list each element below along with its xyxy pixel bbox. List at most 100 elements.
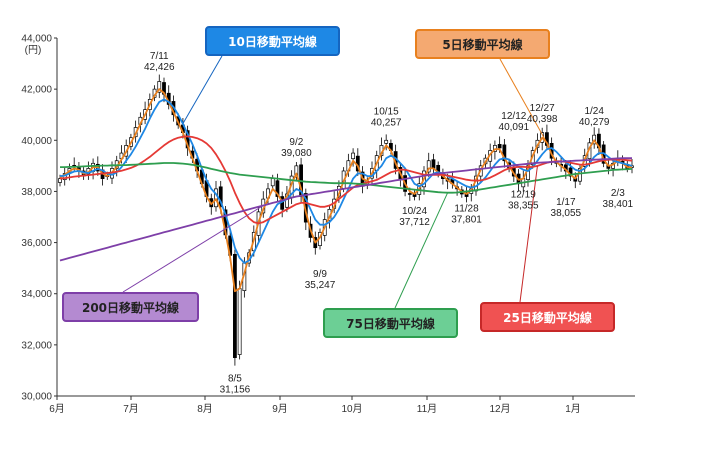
legend-10day-ma: 10日移動平均線 — [205, 26, 340, 56]
annotation: 2/338,401 — [603, 188, 634, 210]
candle — [355, 148, 360, 176]
annotation-value: 40,257 — [371, 118, 402, 129]
y-tick-label: 34,000 — [21, 289, 52, 300]
legend-callout-line — [182, 55, 223, 124]
y-unit-label: (円) — [25, 45, 42, 56]
y-tick-label: 38,000 — [21, 187, 52, 198]
candle — [270, 174, 275, 190]
candle-body — [407, 193, 412, 195]
y-tick-label: 44,000 — [21, 34, 52, 45]
candle — [545, 124, 549, 151]
candle-body — [502, 144, 507, 162]
ma75-line — [60, 162, 633, 194]
annotation-value: 31,156 — [220, 384, 251, 395]
annotation-date: 8/5 — [228, 373, 242, 384]
x-tick-label: 11月 — [417, 403, 437, 415]
candle-body — [545, 132, 549, 146]
annotation-value: 35,247 — [305, 280, 336, 291]
plot-area — [58, 74, 634, 366]
candle — [592, 127, 597, 149]
x-tick-label: 12月 — [489, 403, 510, 415]
annotation: 8/531,156 — [220, 373, 251, 395]
legend-5day-ma: 5日移動平均線 — [415, 29, 550, 59]
candle — [502, 139, 507, 168]
annotation-date: 9/2 — [289, 137, 303, 148]
candle-body — [233, 253, 237, 358]
annotation-value: 37,801 — [451, 215, 482, 226]
y-tick-label: 32,000 — [21, 340, 52, 351]
axes: 44,000 42,000 40,000 38,000 36,000 34,000 32,0… — [21, 34, 635, 415]
annotation-date: 9/9 — [313, 269, 327, 280]
candle-body — [58, 178, 62, 183]
annotation-date: 7/11 — [150, 51, 169, 62]
candle — [233, 249, 237, 366]
candle-body — [294, 165, 299, 178]
legend-callout-lines — [122, 55, 548, 309]
annotation-value: 40,091 — [499, 122, 530, 133]
legend-75day-ma: 75日移動平均線 — [323, 308, 458, 338]
legend-25day-ma: 25日移動平均線 — [480, 302, 615, 332]
annotation-value: 38,401 — [603, 199, 634, 210]
annotation-date: 2/3 — [611, 188, 625, 199]
candle-body — [431, 159, 436, 169]
candle-body — [218, 186, 223, 208]
annotation: 9/239,080 — [281, 137, 312, 159]
annotation-date: 11/28 — [454, 204, 479, 215]
annotation-date: 12/19 — [511, 189, 536, 200]
x-tick-label: 7月 — [123, 403, 139, 415]
y-tick-label: 30,000 — [21, 392, 52, 403]
annotation-date: 10/24 — [402, 206, 427, 217]
annotation-date: 1/24 — [584, 106, 604, 117]
annotation-date: 10/15 — [374, 107, 399, 118]
legend-callout-line — [394, 192, 449, 309]
y-tick-label: 36,000 — [21, 238, 52, 249]
annotation: 9/935,247 — [305, 269, 336, 291]
annotation-value: 40,279 — [579, 117, 610, 128]
candle — [237, 280, 242, 360]
candle-body — [426, 160, 431, 173]
legend-callout-line — [519, 165, 538, 303]
candle — [384, 134, 389, 151]
ma25-line — [59, 135, 633, 225]
ma200-line — [59, 157, 632, 262]
candle — [157, 74, 162, 99]
candle-body — [384, 139, 389, 144]
annotation-value: 42,426 — [144, 62, 175, 73]
candle-body — [351, 152, 355, 160]
x-tick-label: 10月 — [341, 403, 362, 415]
candle — [351, 148, 355, 167]
annotation-value: 38,055 — [551, 208, 582, 219]
candle-body — [157, 81, 162, 93]
ma5-line — [59, 88, 632, 293]
y-tick-label: 42,000 — [21, 85, 52, 96]
x-tick-label: 1月 — [565, 403, 581, 415]
candle — [294, 162, 299, 181]
candle-body — [497, 144, 502, 149]
annotation-value: 38,355 — [508, 200, 539, 211]
annotation-value: 39,080 — [281, 148, 312, 159]
annotation-value: 37,712 — [399, 217, 430, 228]
y-tick-label: 40,000 — [21, 136, 52, 147]
x-tick-label: 6月 — [49, 403, 65, 415]
x-tick-label: 8月 — [197, 403, 213, 415]
x-tick-label: 9月 — [272, 403, 288, 415]
candle-body — [270, 178, 275, 187]
legend-callout-line — [499, 58, 548, 144]
annotation-date: 12/12 — [501, 111, 526, 122]
annotation-date: 12/27 — [530, 103, 555, 114]
annotation-date: 1/17 — [556, 197, 576, 208]
annotation-value: 40,398 — [527, 114, 558, 125]
candle-body — [275, 180, 280, 197]
legend-200day-ma: 200日移動平均線 — [62, 292, 199, 322]
